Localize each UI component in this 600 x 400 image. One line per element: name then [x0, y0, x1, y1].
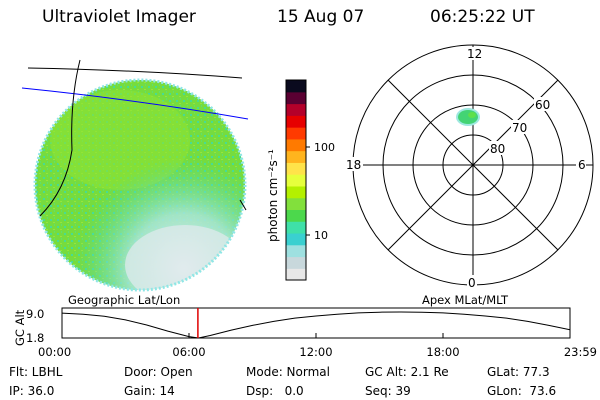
- polar-plot: [352, 44, 594, 286]
- colorbar-segment: [286, 185, 306, 199]
- colorbar-label: photon cm⁻²s⁻¹: [266, 149, 280, 242]
- orbit-x-tick-labels: 00:00 06:00 12:00 18:00 23:59: [38, 345, 597, 359]
- colorbar-segment: [286, 91, 306, 105]
- orbit-x-ticks: [61, 333, 571, 338]
- colorbar-segment: [286, 197, 306, 211]
- info-mode: Mode: Normal: [246, 365, 330, 379]
- lat-label-70: 70: [512, 121, 527, 135]
- mlt-label-6: 6: [578, 158, 586, 172]
- orbit-ylabel: GC Alt: [13, 309, 27, 346]
- mlt-label-bg-right: [576, 157, 586, 171]
- colorbar-segment: [286, 209, 306, 222]
- uvi-earth-disk-image: [33, 78, 247, 292]
- orbit-altitude-line: [61, 311, 571, 339]
- mlt-label-0: 0: [468, 276, 476, 290]
- info-glat: GLat: 77.3: [487, 365, 550, 379]
- mlt-label-18: 18: [346, 158, 361, 172]
- mlt-label-bg-left: [345, 157, 363, 171]
- orbit-x-tick-label: 18:00: [426, 345, 459, 359]
- mlt-label-bg-bottom: [467, 275, 477, 289]
- info-gc-alt: GC Alt: 2.1 Re: [365, 365, 449, 379]
- info-dsp: Dsp: 0.0: [246, 384, 304, 398]
- colorbar-segment: [286, 127, 306, 140]
- geo-panel-label: Geographic Lat/Lon: [68, 293, 180, 307]
- colorbar-segment: [286, 80, 306, 93]
- orbit-ytick-bottom: 1.8: [26, 331, 44, 345]
- colorbar-segment: [286, 115, 306, 128]
- time-label: 06:25:22 UT: [430, 7, 535, 27]
- instrument-title: Ultraviolet Imager: [42, 7, 196, 27]
- colorbar-tick-label-100: 100: [314, 141, 335, 154]
- colorbar-segment: [286, 244, 306, 258]
- colorbar-segment: [286, 268, 306, 281]
- orbit-x-tick-label: 23:59: [564, 345, 597, 359]
- colorbar-segment: [286, 221, 306, 234]
- info-seq: Seq: 39: [365, 384, 411, 398]
- polar-auroral-blob: [456, 108, 480, 126]
- colorbar-segment: [286, 138, 306, 152]
- info-ip: IP: 36.0: [9, 384, 55, 398]
- lat-label-60: 60: [535, 98, 550, 112]
- colorbar-frame: [285, 79, 307, 281]
- colorbar-segment: [286, 150, 306, 163]
- info-flt: Flt: LBHL: [9, 365, 63, 379]
- colorbar-segment: [286, 162, 306, 175]
- colorbar-segment: [286, 232, 306, 246]
- mlt-label-12: 12: [467, 47, 482, 61]
- orbit-x-tick-label: 06:00: [172, 345, 205, 359]
- lat-label-bg-60: [534, 97, 554, 111]
- polar-panel-label: Apex MLat/MLT: [422, 293, 509, 307]
- info-door: Door: Open: [124, 365, 193, 379]
- colorbar-segment: [286, 256, 306, 269]
- lat-label-80: 80: [490, 142, 505, 156]
- geo-grid-lines: [21, 59, 249, 217]
- orbit-ytick-top: 9.0: [26, 307, 44, 321]
- colorbar-segment: [286, 174, 306, 187]
- lat-label-bg-80: [489, 141, 509, 155]
- colorbar: [286, 80, 306, 281]
- lat-label-bg-70: [511, 120, 531, 134]
- orbit-x-tick-label: 12:00: [299, 345, 332, 359]
- info-glon: GLon: 73.6: [487, 384, 557, 398]
- colorbar-segment: [286, 103, 306, 116]
- date-label: 15 Aug 07: [277, 7, 365, 27]
- colorbar-tick-label-10: 10: [314, 229, 328, 242]
- orbit-x-tick-label: 00:00: [38, 345, 71, 359]
- info-gain: Gain: 14: [124, 384, 175, 398]
- mlt-label-bg-top: [466, 47, 480, 60]
